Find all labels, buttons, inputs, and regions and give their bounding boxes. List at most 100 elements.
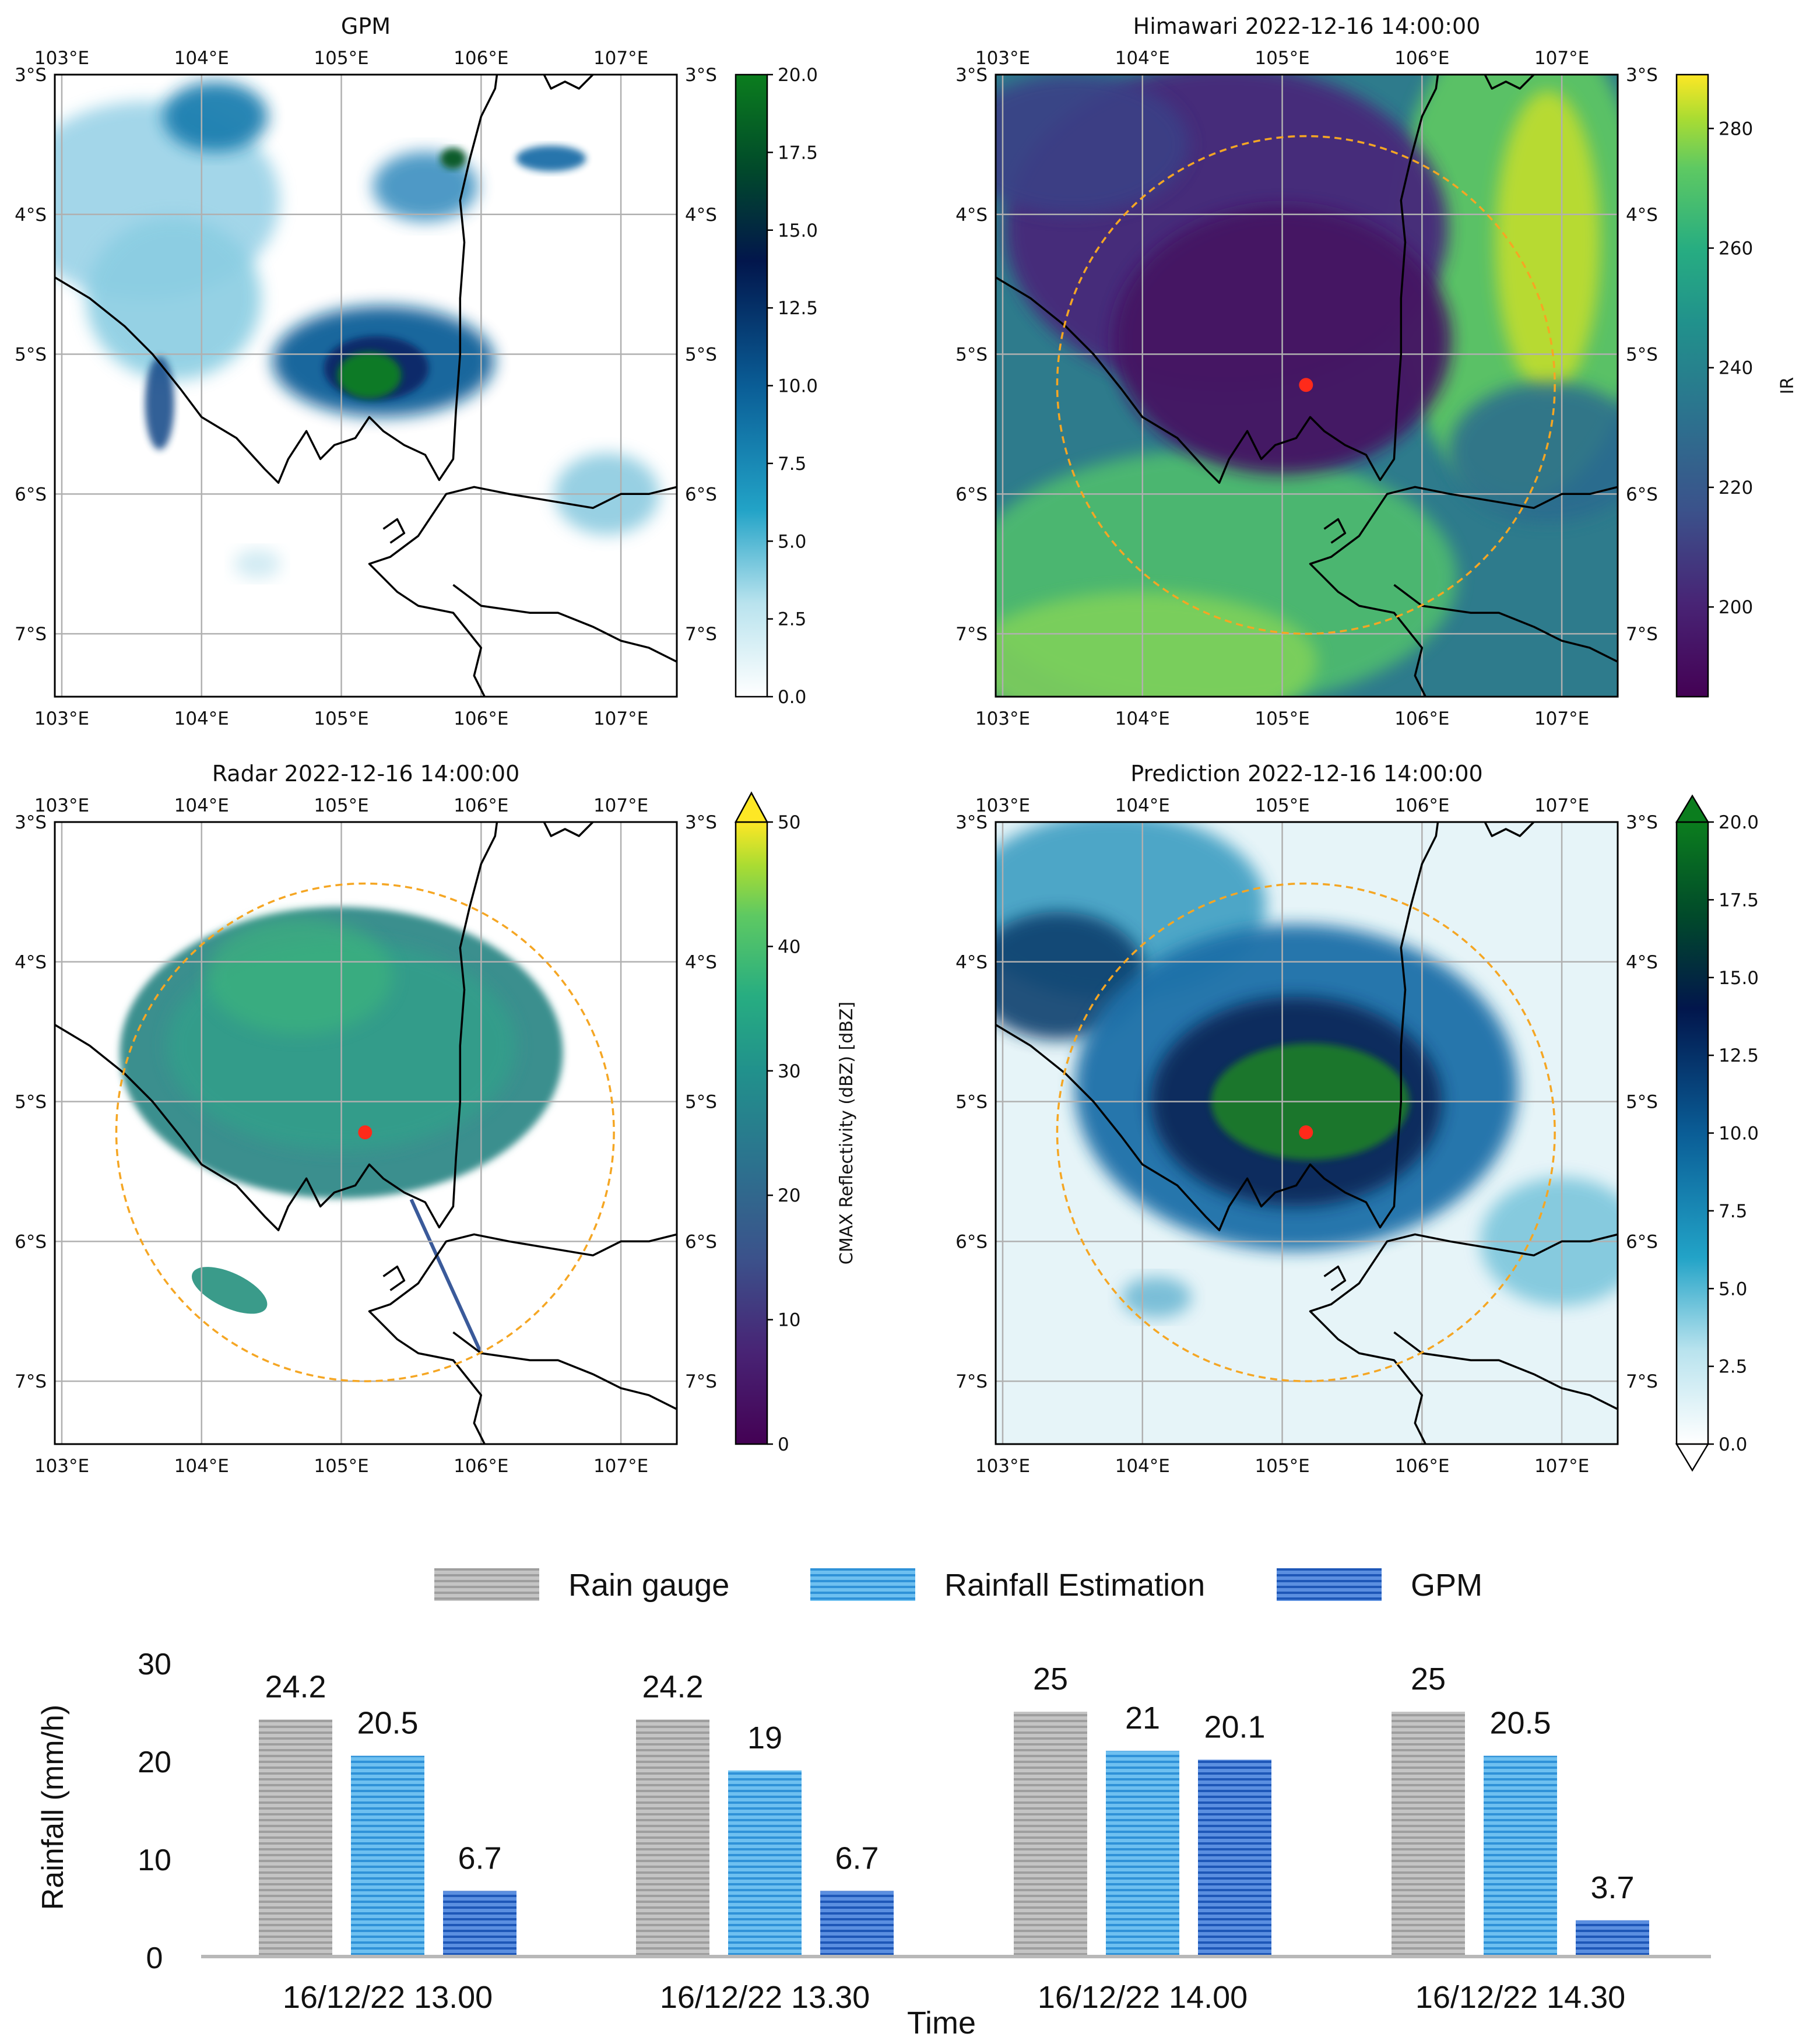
bar-group: 24.2 19 6.7 16/12/22 13.30 (636, 1669, 894, 2015)
colorbar-tick-label: 10.0 (778, 376, 818, 397)
colorbar-tick-label: 7.5 (778, 454, 806, 475)
coastline (55, 822, 677, 1444)
colorbar-tick-label: 50 (778, 812, 800, 833)
rain-band (145, 356, 174, 450)
lat-tick-left: 7°S (955, 624, 988, 645)
bar-rainfall-estimation (351, 1755, 424, 1957)
colorbar-tick-label: 20.0 (1719, 812, 1759, 833)
lon-tick-top: 103°E (34, 795, 89, 816)
rain-area (86, 216, 261, 380)
bar-value-label: 20.5 (1489, 1706, 1551, 1741)
colorbar-tick-label: 5.0 (778, 531, 806, 552)
radar-spoke (409, 1199, 483, 1354)
colorbar-tick-label: 0.0 (778, 687, 806, 708)
x-axis-label: Time (907, 2006, 976, 2041)
bar-group: 24.2 20.5 6.7 16/12/22 13.00 (259, 1669, 516, 2015)
lon-tick-bottom: 106°E (454, 708, 508, 729)
coastline-segment (1309, 1233, 1618, 1444)
colorbar-tick-label: 5.0 (1719, 1279, 1747, 1300)
coastline-segment (55, 822, 498, 1231)
colorbar-extend-arrow (734, 791, 769, 823)
lat-tick-left: 4°S (15, 205, 47, 226)
radar-coverage-circle (1056, 882, 1556, 1382)
lon-tick-bottom: 104°E (1115, 1456, 1170, 1477)
lon-tick-top: 105°E (1255, 795, 1309, 816)
map-panels: GPM 103°E 103°E 104°E 104°E 105°E 105°E 106°E 10… (15, 13, 1798, 1477)
bar-rainfall-estimation (1484, 1755, 1557, 1957)
lon-tick-bottom: 105°E (314, 1456, 368, 1477)
legend-label-gpm: GPM (1411, 1568, 1482, 1603)
bar-rainfall-estimation (728, 1770, 802, 1957)
rain-area (516, 145, 586, 171)
y-tick-label: 20 (138, 1746, 171, 1779)
lon-tick-top: 107°E (593, 48, 648, 69)
bar-value-label: 25 (1411, 1662, 1446, 1697)
colorbar-gradient (735, 821, 768, 1445)
colorbar-tick-label: 240 (1719, 358, 1753, 379)
rain-area (1121, 1277, 1192, 1318)
lat-tick-right: 7°S (1626, 1371, 1658, 1392)
lat-tick-right: 3°S (685, 65, 717, 86)
bar-gpm (820, 1891, 894, 1957)
bar-rain-gauge (1014, 1712, 1087, 1957)
lat-tick-left: 6°S (955, 484, 988, 505)
colorbar-tick-label: 40 (778, 936, 800, 957)
panel-title: Radar 2022-12-16 14:00:00 (212, 761, 520, 786)
lon-tick-top: 107°E (1534, 795, 1589, 816)
x-category-label: 16/12/22 14.30 (1415, 1980, 1625, 2015)
lon-tick-bottom: 105°E (1255, 1456, 1309, 1477)
coastline (55, 75, 677, 697)
radar-coverage-circle (115, 882, 615, 1382)
lon-tick-bottom: 106°E (454, 1456, 508, 1477)
lat-tick-left: 4°S (955, 205, 988, 226)
lat-tick-right: 3°S (1626, 65, 1658, 86)
lat-tick-right: 6°S (685, 1231, 717, 1252)
chart-legend: Rain gauge Rainfall Estimation GPM (434, 1568, 1482, 1603)
coastline-segment (1309, 486, 1618, 697)
x-category-label: 16/12/22 13.00 (283, 1980, 493, 2015)
lat-tick-left: 7°S (955, 1371, 988, 1392)
lon-tick-bottom: 107°E (1534, 708, 1589, 729)
coastline-segment (452, 584, 677, 663)
lon-tick-top: 106°E (454, 795, 508, 816)
colorbar-gradient (1675, 73, 1709, 698)
coastline-segment (1393, 584, 1618, 663)
ir-area (996, 592, 1317, 697)
lat-tick-left: 3°S (15, 65, 47, 86)
panel-title: GPM (341, 13, 391, 39)
coastline-segment (1393, 1331, 1618, 1410)
bar-value-label: 19 (747, 1720, 782, 1755)
reflectivity-echo (192, 1267, 268, 1314)
bar-chart: Rain gauge Rainfall Estimation GPM 30 20 10 0 R… (36, 1568, 1711, 2041)
radar-site-marker (1299, 378, 1313, 392)
colorbar-tick-label: 17.5 (1719, 890, 1759, 911)
lon-tick-bottom: 104°E (1115, 708, 1170, 729)
lat-tick-right: 7°S (685, 624, 717, 645)
lon-tick-top: 104°E (174, 795, 229, 816)
colorbar-tick-label: 12.5 (1719, 1045, 1759, 1066)
map-field-gpm (55, 75, 677, 697)
ir-area (1495, 90, 1601, 394)
lat-tick-left: 7°S (15, 1371, 47, 1392)
lat-tick-right: 5°S (685, 1092, 717, 1113)
map-frame (995, 821, 1619, 1445)
colorbar-himawari: 280 260 240 220 200 IR (1675, 73, 1798, 698)
map-frame (54, 821, 678, 1445)
bar-value-label: 20.5 (357, 1706, 418, 1741)
reflectivity-echo (206, 917, 393, 1034)
lon-tick-top: 107°E (593, 795, 648, 816)
ir-area (996, 75, 1189, 215)
lat-tick-left: 3°S (955, 812, 988, 833)
colorbar-gpm: 20.0 17.5 15.0 12.5 10.0 7.5 5.0 2.5 0.0 (735, 65, 818, 708)
panel-title: Himawari 2022-12-16 14:00:00 (1133, 13, 1481, 39)
legend-swatch-rainfall-estimation (810, 1568, 915, 1601)
lat-tick-right: 6°S (1626, 484, 1658, 505)
bar-rain-gauge (259, 1719, 332, 1957)
panel-title: Prediction 2022-12-16 14:00:00 (1130, 761, 1482, 786)
colorbar-tick-label: 2.5 (778, 609, 806, 630)
colorbar-tick-label: 17.5 (778, 142, 818, 163)
lon-tick-bottom: 105°E (314, 708, 368, 729)
colorbar-extend-arrow (1675, 1443, 1710, 1472)
lon-tick-top: 103°E (975, 795, 1030, 816)
